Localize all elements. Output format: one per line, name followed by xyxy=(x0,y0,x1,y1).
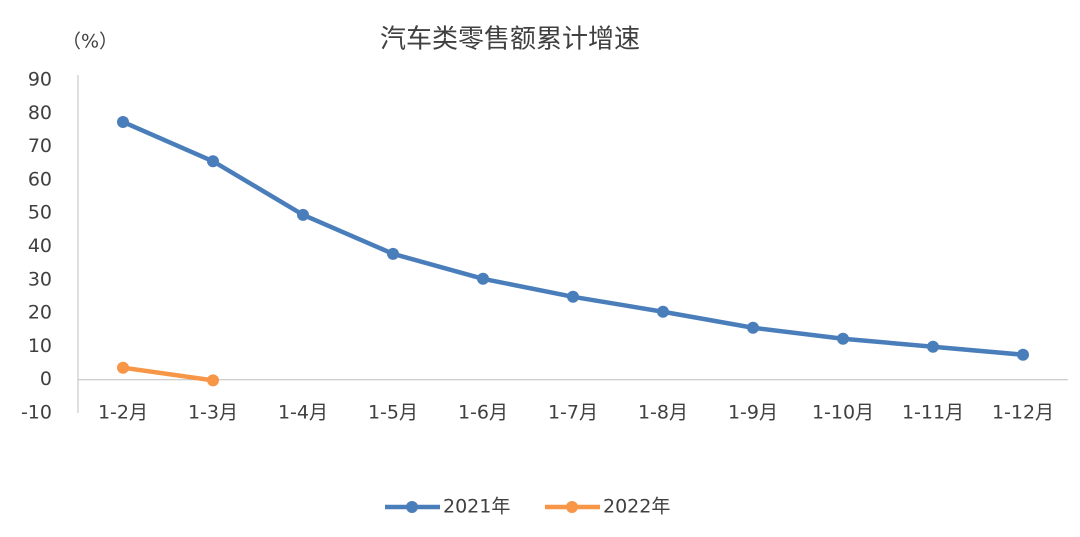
point xyxy=(1017,348,1029,361)
point xyxy=(207,374,219,387)
y-tick-label: 90 xyxy=(28,69,52,91)
x-tick-label: 1-4月 xyxy=(278,402,328,424)
y-tick-label: 70 xyxy=(28,135,52,157)
legend-label: 2021年 xyxy=(443,496,510,518)
x-tick-label: 1-5月 xyxy=(368,402,418,424)
x-tick-label: 1-2月 xyxy=(98,402,148,424)
point xyxy=(747,321,759,334)
point xyxy=(297,208,309,221)
point xyxy=(477,272,489,285)
x-tick-label: 1-11月 xyxy=(902,402,964,424)
y-tick-label: 80 xyxy=(28,102,52,124)
point xyxy=(117,115,129,128)
legend-label: 2022年 xyxy=(603,496,670,518)
point xyxy=(657,305,669,318)
y-tick-label: 10 xyxy=(28,335,52,357)
y-tick-label: 60 xyxy=(28,168,52,190)
y-tick-label: 40 xyxy=(28,235,52,257)
y-axis-label: （%） xyxy=(62,31,118,53)
y-tick-label: 50 xyxy=(28,202,52,224)
series-line xyxy=(122,365,214,383)
x-tick-label: 1-3月 xyxy=(188,402,238,424)
legend-marker xyxy=(566,501,578,513)
legend-marker xyxy=(406,501,418,513)
x-tick-label: 1-12月 xyxy=(992,402,1054,424)
point xyxy=(207,155,219,168)
point xyxy=(567,290,579,303)
point xyxy=(927,340,939,353)
x-tick-label: 1-10月 xyxy=(812,402,874,424)
point xyxy=(837,332,849,345)
y-tick-label: -10 xyxy=(21,402,52,424)
x-tick-label: 1-6月 xyxy=(458,402,508,424)
x-tick-label: 1-7月 xyxy=(548,402,598,424)
point xyxy=(387,247,399,260)
point xyxy=(117,361,129,374)
y-tick-label: 30 xyxy=(28,268,52,290)
chart-title: 汽车类零售额累计增速 xyxy=(380,25,640,55)
x-tick-label: 1-9月 xyxy=(728,402,778,424)
series-line xyxy=(122,119,1024,357)
y-tick-label: 0 xyxy=(40,368,52,390)
y-tick-label: 20 xyxy=(28,302,52,324)
x-tick-label: 1-8月 xyxy=(638,402,688,424)
